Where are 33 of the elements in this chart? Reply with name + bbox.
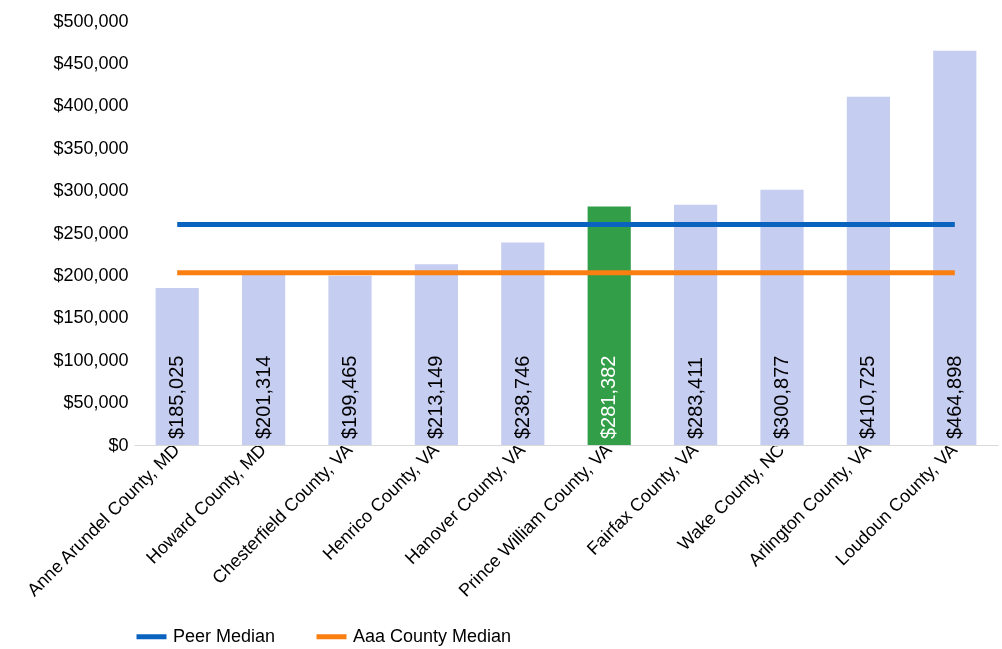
y-tick-label: $300,000	[53, 180, 129, 201]
bar	[674, 204, 718, 445]
bar	[414, 264, 458, 445]
bar	[846, 96, 890, 445]
data-label: $213,149	[424, 355, 447, 439]
legend-label: Aaa County Median	[353, 625, 512, 646]
bar	[501, 242, 545, 445]
y-tick-label: $400,000	[53, 95, 129, 116]
data-label: $201,314	[251, 355, 274, 439]
data-label: $300,877	[770, 355, 792, 439]
bar	[155, 288, 199, 445]
y-tick-label: $150,000	[53, 307, 129, 328]
bar	[933, 50, 977, 445]
y-tick-label: $350,000	[53, 137, 129, 158]
y-tick-label: $0	[108, 434, 129, 455]
data-label: $410,725	[856, 355, 879, 439]
data-label: $185,025	[165, 355, 188, 439]
data-label: $199,465	[338, 355, 360, 439]
y-tick-label: $250,000	[53, 222, 129, 243]
y-tick-label: $200,000	[53, 264, 129, 285]
y-tick-label: $100,000	[53, 349, 129, 370]
data-label: $464,898	[942, 355, 965, 439]
legend-label: Peer Median	[173, 625, 276, 646]
y-tick-label: $450,000	[53, 52, 129, 73]
y-tick-label: $50,000	[63, 392, 129, 413]
bar	[242, 274, 286, 445]
y-tick-label: $500,000	[53, 10, 129, 31]
bar	[328, 275, 372, 445]
bar	[760, 189, 804, 445]
data-label: $281,382	[597, 355, 620, 439]
bar	[587, 206, 631, 445]
data-label: $283,411	[683, 357, 706, 439]
data-label: $238,746	[510, 355, 533, 439]
